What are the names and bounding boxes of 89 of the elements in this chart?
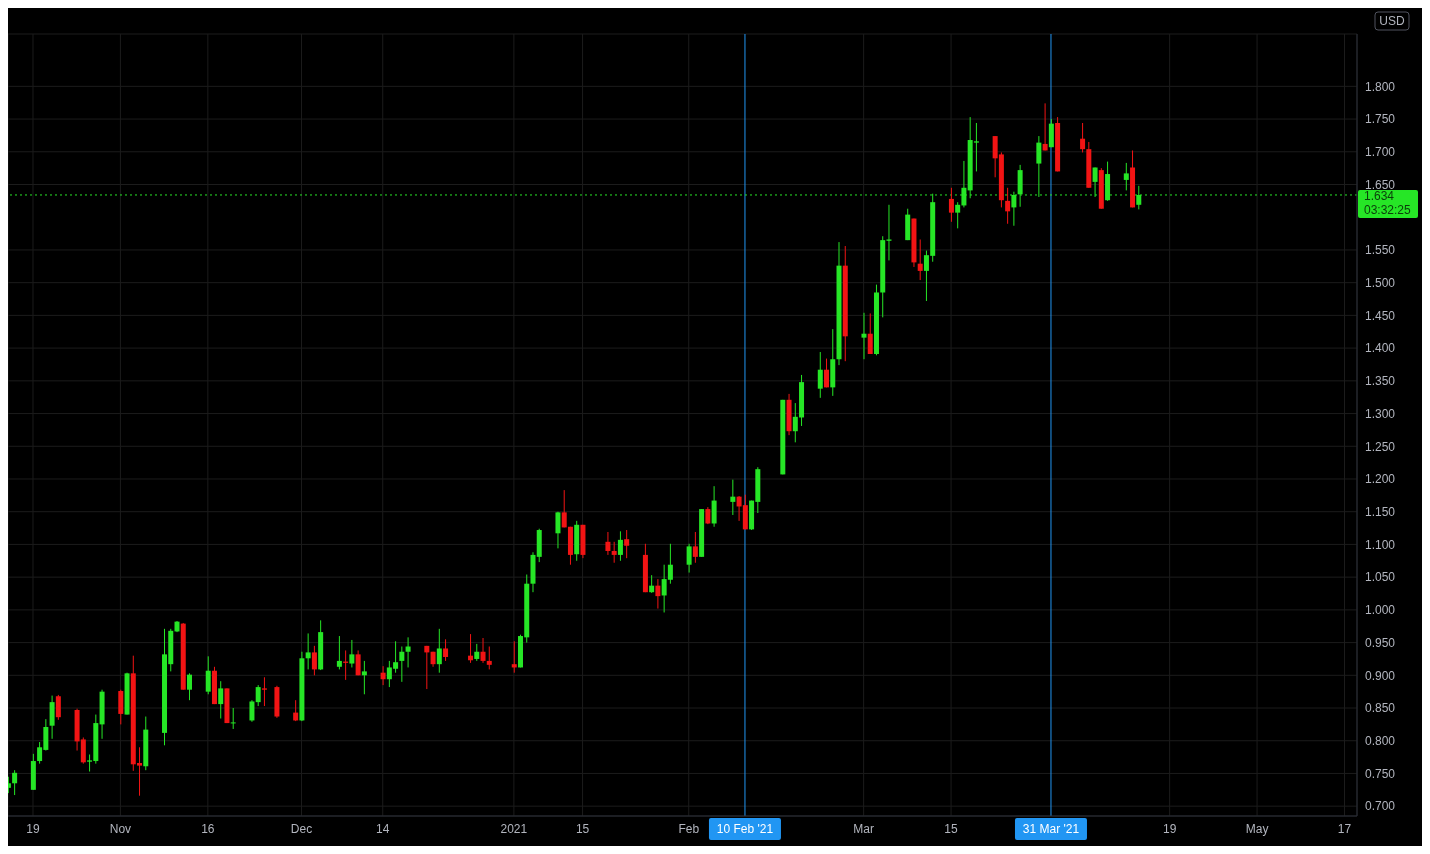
candlestick xyxy=(205,655,211,695)
candlestick xyxy=(480,637,486,664)
candlestick xyxy=(349,639,355,668)
candlestick xyxy=(311,645,317,676)
candlestick xyxy=(399,646,405,683)
y-tick-label: 1.300 xyxy=(1365,406,1396,421)
candlestick xyxy=(824,358,830,388)
candlestick xyxy=(861,312,867,360)
text: 03:32:25 xyxy=(1364,202,1412,217)
candlestick xyxy=(655,578,661,610)
candlestick xyxy=(555,511,561,549)
y-tick-label: 1.100 xyxy=(1365,537,1396,552)
candlestick xyxy=(792,402,798,443)
y-tick-label: 1.450 xyxy=(1365,308,1396,323)
candlestick xyxy=(1042,102,1048,151)
candlestick xyxy=(424,645,430,690)
candlestick xyxy=(955,201,961,229)
y-tick-label: 0.950 xyxy=(1365,635,1396,650)
candlestick xyxy=(730,479,736,516)
candlestick xyxy=(605,531,611,556)
candlestick xyxy=(361,660,367,695)
candlestick xyxy=(255,684,261,707)
candlestick xyxy=(249,699,255,723)
candlestick xyxy=(118,689,124,725)
candlestick xyxy=(380,665,386,686)
x-tick-label: 16 xyxy=(201,821,215,836)
candlestick xyxy=(230,707,236,730)
candlestick xyxy=(692,531,698,564)
x-tick-label: May xyxy=(1245,821,1269,836)
candlestick xyxy=(617,530,623,562)
candlestick xyxy=(218,680,224,719)
candlestick xyxy=(711,485,717,528)
x-tick-label: Feb xyxy=(678,821,700,836)
candlestick xyxy=(1005,187,1011,225)
candlestick xyxy=(611,541,617,564)
candlestick xyxy=(261,676,267,707)
y-tick-label: 0.850 xyxy=(1365,701,1396,716)
candlestick xyxy=(293,699,299,722)
candlestick xyxy=(436,628,442,674)
x-tick-label: Dec xyxy=(290,821,313,836)
candlestick xyxy=(1048,118,1054,148)
x-tick-label: 15 xyxy=(944,821,959,836)
candlestick xyxy=(443,638,449,662)
candlestick xyxy=(948,187,954,223)
x-tick-label: 14 xyxy=(376,821,390,836)
ref-line-label: 31 Mar '21 xyxy=(1022,822,1080,836)
candlestick xyxy=(624,529,630,559)
y-axis-title: USD xyxy=(1379,14,1405,28)
y-tick-label: 1.800 xyxy=(1365,79,1396,94)
candlestick xyxy=(49,695,55,740)
y-tick-label: 1.200 xyxy=(1365,472,1396,487)
y-tick-label: 1.550 xyxy=(1365,243,1396,258)
candlestick xyxy=(355,649,361,676)
candlestick xyxy=(405,636,411,668)
y-tick-label: 0.700 xyxy=(1365,799,1396,814)
y-tick-label: 1.150 xyxy=(1365,504,1396,519)
x-tick-label: 19 xyxy=(26,821,40,836)
candlestick xyxy=(336,635,342,670)
ref-line-label: 10 Feb '21 xyxy=(716,822,774,836)
candlestick xyxy=(686,543,692,574)
y-tick-label: 1.250 xyxy=(1365,439,1396,454)
y-tick-label: 0.750 xyxy=(1365,766,1396,781)
candlestick xyxy=(1080,122,1086,153)
x-tick-label: 19 xyxy=(1162,821,1177,836)
y-tick-label: 1.050 xyxy=(1365,570,1396,585)
y-tick-label: 1.350 xyxy=(1365,374,1396,389)
x-tick-label: Nov xyxy=(109,821,132,836)
candlestick xyxy=(1123,162,1129,191)
candlestick xyxy=(486,646,492,670)
candlestick xyxy=(817,351,823,399)
candlestick xyxy=(511,640,517,674)
y-tick-label: 1.400 xyxy=(1365,341,1396,356)
candlestick xyxy=(867,312,873,355)
candlestick xyxy=(917,238,923,281)
y-tick-label: 1.700 xyxy=(1365,145,1396,160)
candlestick xyxy=(186,672,192,701)
x-tick-label: 15 xyxy=(575,821,590,836)
x-tick-label: 2021 xyxy=(500,821,528,836)
y-tick-label: 1.500 xyxy=(1365,275,1396,290)
candlestick xyxy=(561,489,567,528)
candlestick xyxy=(12,769,18,796)
y-tick-label: 0.800 xyxy=(1365,734,1396,748)
x-tick-label: 17 xyxy=(1337,821,1352,836)
y-tick-label: 0.900 xyxy=(1365,668,1396,683)
candlestick xyxy=(55,694,61,721)
y-tick-label: 1.000 xyxy=(1365,603,1396,618)
x-tick-label: Mar xyxy=(853,821,874,836)
y-tick-label: 1.750 xyxy=(1365,112,1396,127)
candlestick xyxy=(305,632,311,670)
